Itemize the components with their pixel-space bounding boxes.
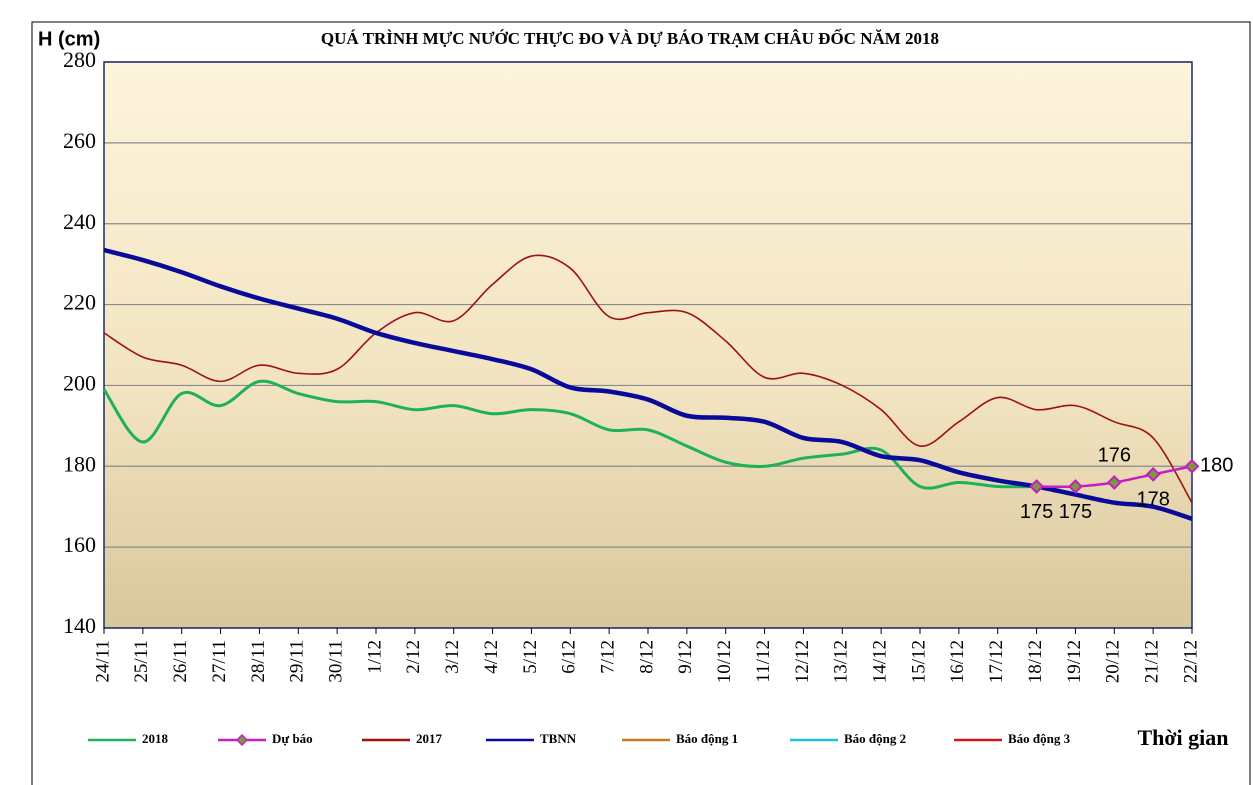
- x-tick-label: 2/12: [403, 640, 424, 674]
- y-tick-label: 200: [63, 370, 96, 395]
- x-tick-label: 14/12: [870, 640, 891, 683]
- data-label: 175: [1059, 501, 1092, 523]
- chart-title: QUÁ TRÌNH MỰC NƯỚC THỰC ĐO VÀ DỰ BÁO TRẠ…: [321, 28, 939, 48]
- x-tick-label: 7/12: [598, 640, 619, 674]
- x-tick-label: 17/12: [986, 640, 1007, 683]
- series-line: [103, 247, 1193, 521]
- y-axis-title: H (cm): [38, 28, 100, 50]
- x-tick-label: 26/11: [170, 640, 191, 683]
- x-tick-label: 9/12: [675, 640, 696, 674]
- x-tick-label: 5/12: [520, 640, 541, 674]
- x-tick-label: 20/12: [1103, 640, 1124, 683]
- y-tick-label: 140: [63, 613, 96, 638]
- series-line: [103, 254, 1193, 504]
- x-tick-label: 16/12: [947, 640, 968, 683]
- legend-label: Báo động 3: [1008, 731, 1071, 746]
- legend-marker: [235, 733, 249, 747]
- legend-label: Dự báo: [272, 731, 313, 746]
- x-tick-label: 8/12: [636, 640, 657, 674]
- x-tick-label: 6/12: [559, 640, 580, 674]
- data-label: 175: [1020, 501, 1053, 523]
- x-tick-label: 21/12: [1142, 640, 1163, 683]
- x-tick-label: 19/12: [1064, 640, 1085, 683]
- x-tick-label: 13/12: [831, 640, 852, 683]
- marker: [1068, 479, 1083, 494]
- y-tick-label: 180: [63, 451, 96, 476]
- x-tick-label: 12/12: [792, 640, 813, 683]
- y-tick-label: 260: [63, 128, 96, 153]
- marker: [1184, 458, 1200, 474]
- legend-label: Báo động 2: [844, 731, 906, 746]
- x-tick-label: 15/12: [908, 640, 929, 683]
- marker: [1029, 479, 1044, 494]
- x-tick-label: 28/11: [248, 640, 269, 683]
- legend-label: TBNN: [540, 731, 577, 746]
- legend-label: Báo động 1: [676, 731, 738, 746]
- data-label: 178: [1136, 489, 1169, 511]
- plot-area: [104, 62, 1192, 628]
- x-tick-label: 1/12: [364, 640, 385, 674]
- data-label: 180: [1200, 455, 1233, 477]
- data-label: 176: [1098, 445, 1131, 467]
- x-tick-label: 4/12: [481, 640, 502, 674]
- y-tick-label: 240: [63, 209, 96, 234]
- x-tick-label: 10/12: [714, 640, 735, 683]
- marker: [1106, 475, 1122, 490]
- y-tick-label: 280: [63, 47, 96, 72]
- x-tick-label: 27/11: [209, 640, 230, 683]
- x-tick-label: 24/11: [92, 640, 113, 683]
- x-tick-label: 29/11: [287, 640, 308, 683]
- legend-label: 2018: [142, 731, 169, 746]
- x-tick-label: 30/11: [326, 640, 347, 683]
- series-line: [102, 379, 1037, 490]
- y-tick-label: 160: [63, 532, 96, 557]
- x-tick-label: 11/12: [753, 640, 774, 683]
- x-tick-label: 3/12: [442, 640, 463, 674]
- x-axis-title: Thời gian: [1137, 725, 1228, 750]
- x-tick-label: 25/11: [131, 640, 152, 683]
- x-tick-label: 22/12: [1180, 640, 1201, 683]
- y-tick-label: 220: [63, 290, 96, 315]
- legend-label: 2017: [416, 731, 443, 746]
- marker: [1145, 466, 1161, 482]
- x-tick-label: 18/12: [1025, 640, 1046, 683]
